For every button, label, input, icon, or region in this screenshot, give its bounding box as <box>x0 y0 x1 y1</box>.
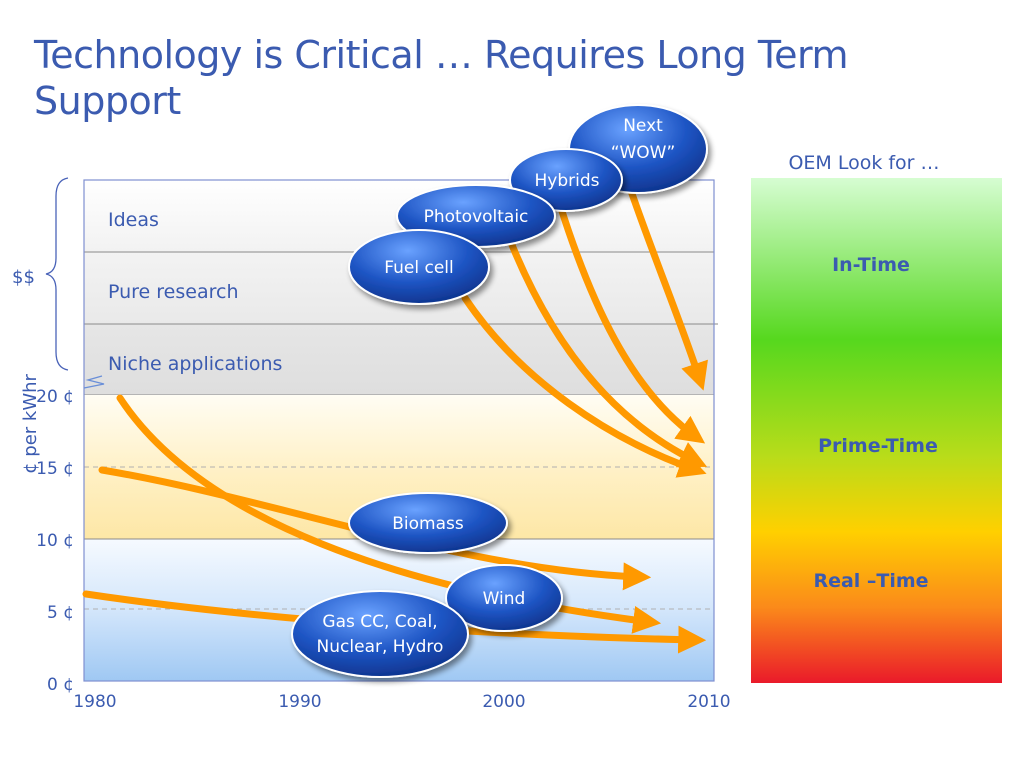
y-tick-label: 5 ¢ <box>47 603 74 623</box>
bubble-label: Nuclear, Hydro <box>317 637 444 657</box>
bubble-label: Next <box>623 116 663 136</box>
band-label: Ideas <box>108 209 159 231</box>
oem-gradient-bar <box>751 178 1002 683</box>
x-tick-label: 1980 <box>73 692 116 712</box>
bubble-label: Biomass <box>392 514 464 534</box>
x-tick-label: 1990 <box>278 692 321 712</box>
bubble-label: Fuel cell <box>384 258 453 278</box>
band-label: Niche applications <box>108 353 282 375</box>
oem-level-label: Real –Time <box>813 570 928 592</box>
bubble-biomass: Biomass <box>348 492 508 554</box>
oem-level-label: In-Time <box>832 254 910 276</box>
bubble-label: “WOW” <box>611 143 676 163</box>
funding-bracket <box>45 177 69 371</box>
y-axis-label: ¢ per kWhr <box>20 373 41 473</box>
oem-level-label: Prime-Time <box>818 435 938 457</box>
y-tick-label: 0 ¢ <box>47 675 74 695</box>
chart-frame <box>83 179 715 682</box>
band-label: Pure research <box>108 281 239 303</box>
next-wow-cost-arrow <box>626 184 708 391</box>
x-tick-label: 2000 <box>482 692 525 712</box>
axis-break-mark <box>83 375 105 389</box>
y-tick-label: 10 ¢ <box>36 531 74 551</box>
y-tick-label: 20 ¢ <box>36 387 74 407</box>
bubble-wind: Wind <box>445 564 563 632</box>
bubble-label: Gas CC, Coal, <box>322 612 437 632</box>
y-tick-label: 15 ¢ <box>36 459 74 479</box>
bubble-label: Wind <box>483 589 526 609</box>
oem-heading: OEM Look for … <box>788 152 939 174</box>
bubble-hybrids: Hybrids <box>509 148 623 212</box>
slide-title: Technology is Critical … Requires Long T… <box>34 33 848 123</box>
bubble-gas-coal: Gas CC, Coal, Nuclear, Hydro <box>291 590 469 678</box>
photovoltaic-cost-arrow <box>506 236 708 468</box>
bubble-label: Photovoltaic <box>424 207 529 227</box>
fuel-cell-cost-arrow <box>461 294 707 478</box>
hybrids-cost-arrow <box>556 201 706 444</box>
bubble-label: Hybrids <box>535 171 600 191</box>
bracket-label: $$ <box>12 267 35 288</box>
bubble-fuel-cell: Fuel cell <box>348 229 490 305</box>
x-tick-label: 2010 <box>687 692 730 712</box>
